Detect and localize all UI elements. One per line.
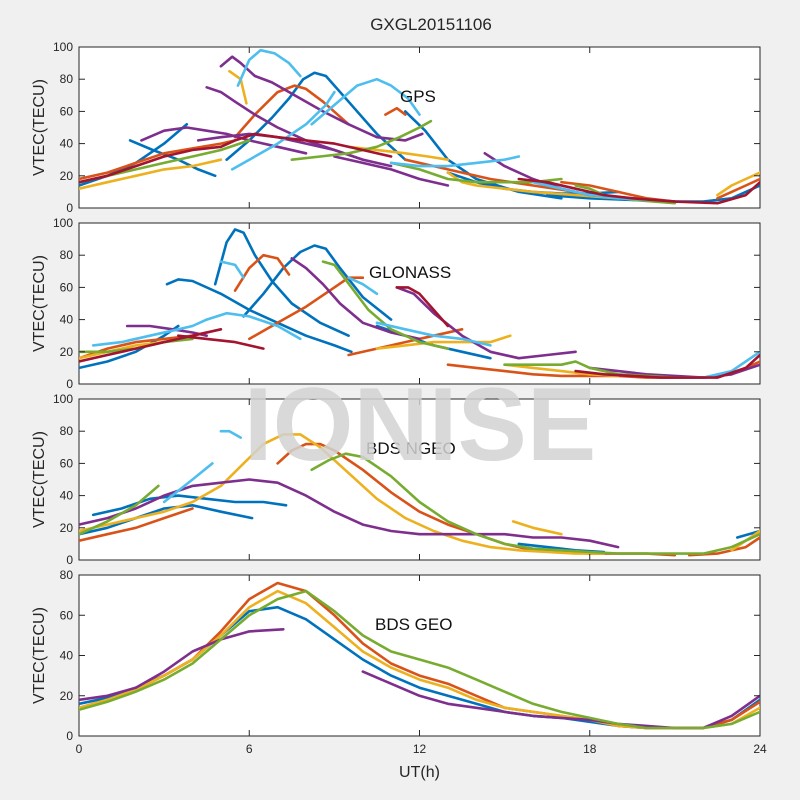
- series-line: [79, 145, 223, 184]
- y-axis-label: VTEC(TECU): [31, 79, 48, 176]
- series-line: [389, 155, 521, 168]
- y-tick-label: 80: [60, 72, 74, 86]
- x-tick-label: 6: [246, 742, 253, 756]
- y-tick-label: 40: [60, 313, 74, 327]
- series-line: [517, 177, 760, 205]
- y-tick-label: 100: [53, 40, 73, 54]
- series-line: [79, 504, 254, 536]
- series-line: [347, 328, 464, 357]
- series-group: [79, 581, 760, 730]
- panel-4: 0 6 12 18 24 0 20 40 60 80 VTEC(TECU) BDS GEO UT(h): [31, 568, 767, 781]
- x-tick-label: 18: [583, 742, 597, 756]
- series-line: [347, 276, 379, 296]
- series-line: [162, 462, 214, 504]
- series-line: [574, 353, 760, 379]
- y-tick-label: 60: [60, 456, 74, 470]
- y-tick-label: 40: [60, 489, 74, 503]
- series-line: [395, 286, 577, 360]
- y-tick-label: 60: [60, 104, 74, 118]
- series-line: [588, 363, 760, 379]
- series-line: [230, 90, 336, 171]
- y-tick-label: 80: [60, 248, 74, 262]
- y-tick-label: 100: [53, 392, 73, 406]
- series-line: [716, 171, 760, 197]
- series-line: [333, 155, 450, 187]
- y-tick-label: 20: [60, 689, 74, 703]
- system-annotation: GPS: [400, 87, 436, 106]
- series-line: [384, 106, 407, 116]
- y-axis-label: VTEC(TECU): [31, 607, 48, 704]
- axes-frame: [78, 222, 761, 385]
- series-line: [395, 286, 450, 328]
- series-line: [310, 452, 760, 555]
- series-line: [511, 520, 563, 536]
- x-tick-label: 0: [76, 742, 83, 756]
- series-line: [290, 119, 433, 161]
- series-line: [91, 318, 208, 347]
- series-line: [79, 328, 223, 363]
- series-group: [79, 48, 760, 205]
- series-group: [79, 429, 760, 557]
- y-tick-label: 0: [66, 201, 73, 215]
- y-tick-label: 40: [60, 137, 74, 151]
- axes-frame: [78, 574, 761, 737]
- y-tick-label: 100: [53, 216, 73, 230]
- series-line: [79, 484, 160, 536]
- y-axis-label: VTEC(TECU): [31, 255, 48, 352]
- y-tick-label: 0: [66, 729, 73, 743]
- series-line: [196, 132, 393, 168]
- series-line: [79, 628, 285, 702]
- series-line: [79, 139, 237, 181]
- series-line: [79, 158, 223, 190]
- y-tick-label: 80: [60, 568, 74, 582]
- x-tick-label: 12: [413, 742, 427, 756]
- series-line: [446, 171, 620, 200]
- system-annotation: GLONASS: [369, 263, 451, 282]
- series-line: [205, 311, 302, 341]
- series-line: [219, 429, 242, 439]
- series-line: [375, 334, 512, 350]
- series-line: [242, 244, 393, 321]
- series-line: [79, 478, 620, 549]
- system-annotation: BDS NGEO: [366, 439, 456, 458]
- watermark: IONISE: [244, 367, 597, 483]
- series-line: [219, 132, 393, 158]
- y-tick-label: 20: [60, 345, 74, 359]
- series-line: [79, 507, 194, 542]
- series-line: [91, 494, 288, 517]
- y-tick-label: 80: [60, 424, 74, 438]
- y-tick-label: 60: [60, 608, 74, 622]
- y-tick-label: 20: [60, 521, 74, 535]
- series-line: [375, 321, 492, 347]
- y-tick-label: 20: [60, 169, 74, 183]
- system-annotation: BDS GEO: [375, 615, 452, 634]
- x-axis-label: UT(h): [399, 764, 440, 781]
- series-line: [213, 228, 350, 337]
- series-line: [219, 55, 424, 142]
- series-line: [79, 589, 760, 730]
- y-tick-label: 0: [66, 553, 73, 567]
- panel-3: 0 20 40 60 80 100 VTEC(TECU) BDS NGEO: [31, 392, 761, 567]
- panel-2: 0 20 40 60 80 100 VTEC(TECU) GLONASS: [31, 216, 761, 391]
- series-line: [79, 433, 606, 555]
- y-axis-label: VTEC(TECU): [31, 431, 48, 528]
- series-line: [225, 71, 407, 161]
- series-line: [233, 253, 291, 292]
- series-line: [236, 48, 302, 87]
- series-line: [716, 177, 760, 200]
- panel-1: 0 20 40 60 80 100 VTEC(TECU) GPS: [31, 40, 761, 215]
- series-line: [321, 260, 450, 350]
- y-tick-label: 60: [60, 280, 74, 294]
- x-tick-label: 24: [753, 742, 767, 756]
- series-line: [310, 77, 421, 126]
- y-tick-label: 40: [60, 649, 74, 663]
- series-group: [79, 228, 760, 379]
- series-line: [177, 334, 265, 350]
- y-tick-label: 0: [66, 377, 73, 391]
- figure-title: GXGL20151106: [370, 15, 492, 34]
- series-line: [219, 260, 245, 279]
- series-line: [290, 257, 421, 341]
